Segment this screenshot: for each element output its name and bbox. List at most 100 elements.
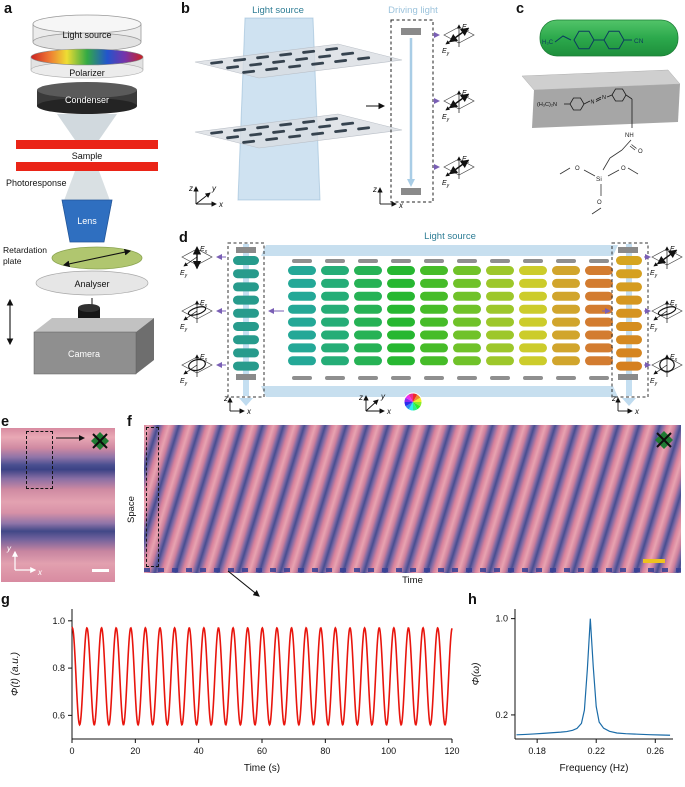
lc-molecule: [233, 256, 259, 265]
x-axis-label: x: [398, 201, 404, 210]
lc-molecule: [486, 356, 514, 366]
lc-molecule: [387, 317, 415, 327]
zx-axes: z x: [372, 185, 404, 210]
lc-molecule: [302, 49, 316, 54]
lc-molecule: [321, 356, 349, 366]
lc-molecule: [354, 278, 382, 288]
lc-molecule: [585, 304, 613, 314]
ethoxy-o3: O: [597, 200, 602, 206]
lc-molecule: [453, 356, 481, 366]
polarization-state-elliptical: [650, 300, 682, 333]
panel-d-lc-cell-schematic: Light source: [170, 231, 685, 416]
polarization-state-linear-vertical: [180, 246, 212, 279]
lc-molecule: [272, 59, 286, 64]
lc-molecule: [519, 266, 547, 275]
panel-label-d: d: [179, 230, 188, 246]
lc-molecule: [354, 266, 382, 275]
lc-molecule: [387, 278, 415, 288]
lc-molecule: [486, 278, 514, 288]
electrode-top: [401, 28, 421, 35]
color-wheel-segment: [408, 402, 413, 411]
retardation-axis-arrow: [62, 248, 132, 268]
electrode-dash: [325, 376, 345, 380]
lc-molecule: [387, 291, 415, 301]
z-axis-label: z: [188, 184, 193, 193]
z-axis-label: z: [358, 393, 363, 402]
lc-molecule: [233, 295, 259, 305]
lc-molecule: [387, 330, 415, 340]
lc-molecule: [552, 343, 580, 353]
lc-molecule: [486, 291, 514, 301]
lc-molecule: [288, 330, 316, 340]
silicon-label: Si: [596, 176, 602, 183]
lc-molecule: [387, 266, 415, 275]
light-slab-bottom: [261, 386, 618, 397]
lc-molecule: [486, 330, 514, 340]
lc-molecule: [552, 356, 580, 366]
lc-molecule: [552, 304, 580, 314]
lc-molecule: [233, 308, 259, 318]
panel-f-kymograph: Space Time: [122, 415, 685, 593]
lc-molecule: [321, 317, 349, 327]
lc-molecule: [354, 330, 382, 340]
color-wheel-segment: [405, 402, 413, 410]
azo-n1: N: [591, 100, 595, 106]
electrode-dash: [391, 376, 411, 380]
lc-molecule: [616, 335, 642, 345]
lc-director-grid: [288, 259, 613, 380]
lc-molecule: [354, 317, 382, 327]
lc-molecule: [519, 278, 547, 288]
photoresponse-label: Photoresponse: [6, 178, 67, 188]
color-wheel-segment: [413, 402, 422, 407]
lc-molecule: [486, 304, 514, 314]
lc-molecule: [288, 64, 302, 69]
color-wheel-segment: [404, 397, 413, 402]
lc-molecule: [453, 343, 481, 353]
polarizer-label: Polarizer: [69, 68, 105, 78]
carbonyl-o: O: [638, 149, 643, 155]
lc-molecule: [226, 65, 240, 70]
lc-molecule: [321, 304, 349, 314]
cyano-label: CN: [634, 38, 644, 45]
condenser-label: Condenser: [65, 95, 109, 105]
electrode-dash: [292, 259, 312, 263]
lc-molecule: [295, 127, 309, 132]
lc-molecule: [357, 56, 371, 61]
lc-plane-top: [194, 43, 403, 79]
lc-molecule: [233, 269, 259, 279]
polarization-state-linear: [442, 24, 474, 57]
retardation-label-1: Retardation: [3, 245, 47, 255]
lc-molecule: [233, 361, 259, 371]
f-scale-bar: [643, 559, 665, 563]
lc-molecule: [265, 67, 279, 72]
lc-molecule: [616, 295, 642, 305]
crossed-polarizers-icon: [90, 431, 110, 451]
light-cone-lower: [62, 171, 112, 206]
polarization-state-circular: [650, 354, 682, 387]
electrode-dash: [490, 376, 510, 380]
lc-molecule: [519, 330, 547, 340]
lc-molecule: [288, 266, 316, 275]
electrode-dash: [556, 259, 576, 263]
lc-molecule: [453, 278, 481, 288]
lc-molecule: [341, 121, 355, 126]
electrode-dash: [589, 259, 609, 263]
director-color-wheel: [403, 392, 423, 412]
lc-molecule: [272, 129, 286, 134]
color-wheel-segment: [413, 394, 421, 402]
lc-molecule: [233, 127, 247, 132]
lc-plane-bottom: [194, 113, 403, 149]
electrode-dash: [325, 259, 345, 263]
driving-light-label: Driving light: [388, 5, 438, 16]
x-tick-label: 60: [257, 746, 267, 756]
electrode-dash: [457, 259, 477, 263]
lc-molecule: [420, 266, 448, 275]
lc-molecule: [616, 361, 642, 371]
d-light-source-label: Light source: [424, 231, 476, 242]
panel-label-c: c: [516, 1, 525, 17]
color-wheel-segment: [413, 402, 418, 411]
lc-molecule: [256, 55, 270, 60]
x-axis-label: x: [218, 200, 224, 209]
x-tick-label: 0: [69, 746, 74, 756]
polarization-state-linear: [650, 246, 682, 279]
